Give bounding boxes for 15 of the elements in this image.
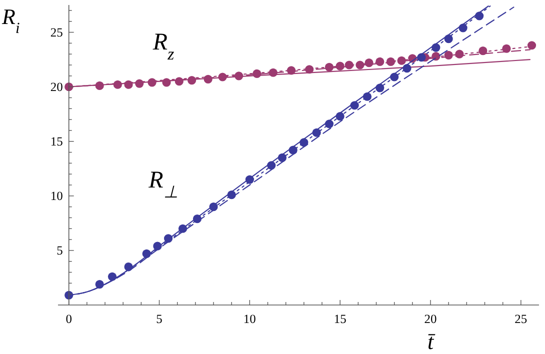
x-tick-label: 15 [334, 312, 346, 326]
y-tick-label: 10 [50, 188, 63, 203]
y-tick-label: 20 [50, 80, 63, 94]
x-tick-label: 5 [156, 312, 162, 326]
x-axis-title: t̄ [427, 329, 436, 354]
x-tick-label: 20 [424, 312, 437, 326]
y-tick-label: 5 [56, 243, 63, 258]
annotation: R$_{z}$ [152, 30, 175, 64]
x-tick-label: 0 [66, 312, 72, 326]
annotation: R$_{⊥}$ [148, 168, 178, 202]
y-tick-label: 15 [50, 134, 63, 148]
x-tick-label: 10 [243, 312, 256, 326]
y-axis-title: R$_{i}$ [1, 4, 20, 36]
x-tick-label: 25 [514, 312, 528, 326]
y-tick-label: 25 [50, 25, 63, 40]
